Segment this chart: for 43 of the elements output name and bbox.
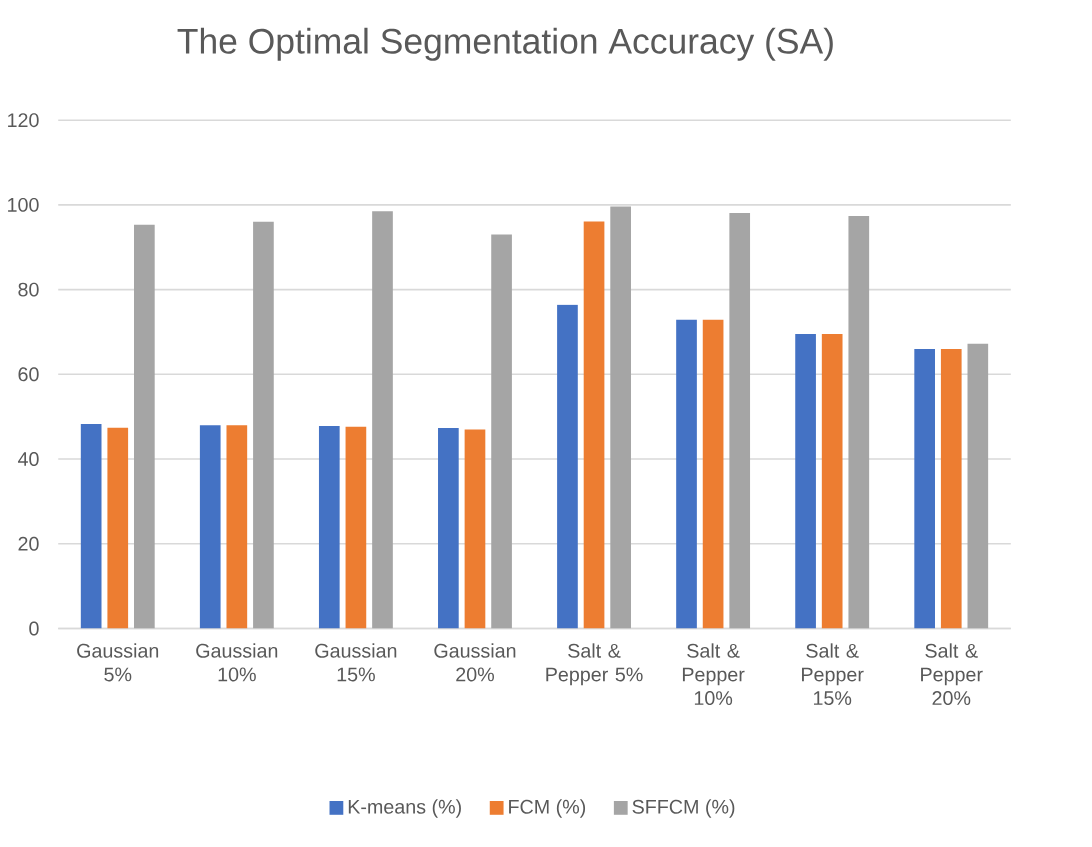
bar xyxy=(438,428,459,629)
bar xyxy=(199,425,221,629)
x-tick-label: Salt & Pepper 10% xyxy=(682,643,745,705)
bar xyxy=(940,348,962,629)
bar xyxy=(464,429,486,629)
bar xyxy=(914,348,936,629)
x-tick-label: Gaussian 15% xyxy=(315,643,397,682)
x-tick-label: Gaussian 10% xyxy=(196,643,278,682)
bar xyxy=(491,234,512,629)
bar xyxy=(729,212,751,629)
bar xyxy=(967,343,989,629)
bar xyxy=(702,319,724,629)
chart-title: The Optimal Segmentation Accuracy (SA) xyxy=(177,27,833,61)
legend-label: K-means (%) xyxy=(348,799,461,818)
y-tick-label: 20 xyxy=(18,536,39,551)
bar xyxy=(610,206,631,629)
bar xyxy=(583,221,605,629)
bar xyxy=(676,319,697,629)
bar xyxy=(107,427,129,629)
bar xyxy=(795,334,816,629)
legend-label: FCM (%) xyxy=(509,799,586,818)
bar xyxy=(821,334,843,629)
bar xyxy=(848,215,870,629)
x-tick-label: Gaussian 5% xyxy=(77,643,159,682)
bar xyxy=(345,426,367,629)
x-tick-label: Salt & Pepper 5% xyxy=(546,643,643,686)
x-tick-label: Salt & Pepper 15% xyxy=(802,643,864,705)
y-tick-label: 40 xyxy=(17,451,39,466)
bar xyxy=(372,211,393,629)
x-tick-label: Gaussian 20% xyxy=(434,643,516,682)
y-tick-label: 0 xyxy=(29,621,39,636)
bar xyxy=(134,224,155,629)
bar xyxy=(253,221,274,629)
x-tick-label: Salt & Pepper 20% xyxy=(921,643,983,705)
y-tick-label: 80 xyxy=(18,282,39,297)
bar xyxy=(557,304,578,629)
y-tick-label: 100 xyxy=(8,197,39,212)
legend-label: SFFCM (%) xyxy=(632,799,735,818)
bar xyxy=(318,425,340,629)
y-tick-label: 60 xyxy=(18,367,39,382)
bar xyxy=(80,423,102,629)
bar xyxy=(226,425,248,629)
y-tick-label: 120 xyxy=(8,113,39,128)
